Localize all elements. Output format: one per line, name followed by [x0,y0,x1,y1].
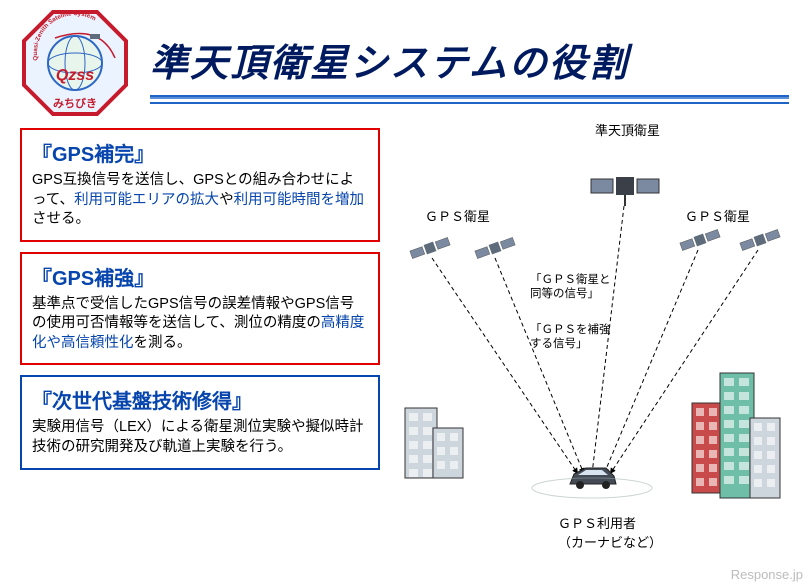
signal-label-2: 「ＧＰＳを補強する信号」 [530,323,611,352]
info-box-body: 実験用信号（LEX）による衛星測位実験や擬似時計技術の研究開発及び軌道上実験を行… [32,418,368,457]
diagram-label: 準天頂衛星 [595,120,660,139]
info-box-body: GPS互換信号を送信し、GPSとの組み合わせによって、利用可能エリアの拡大や利用… [32,171,368,230]
diagram-label: ＧＰＳ衛星 [425,206,490,225]
diagram: 準天頂衛星ＧＰＳ衛星ＧＰＳ衛星「ＧＰＳ衛星と同等の信号」「ＧＰＳを補強する信号」… [380,128,791,480]
title-rule-thin [150,102,789,104]
info-box-title: 『次世代基盤技術修得』 [32,385,368,414]
logo-center-text: Qzss [56,67,94,84]
info-boxes: 『GPS補完』 GPS互換信号を送信し、GPSとの組み合わせによって、利用可能エリ… [20,128,380,480]
diagram-label: ＧＰＳ利用者（カーナビなど） [558,513,662,551]
signal-label-1: 「ＧＰＳ衛星と同等の信号」 [530,273,611,302]
info-box-0: 『GPS補完』 GPS互換信号を送信し、GPSとの組み合わせによって、利用可能エリ… [20,128,380,242]
info-box-title: 『GPS補完』 [32,138,368,167]
info-box-1: 『GPS補強』基準点で受信したGPS信号の誤差情報やGPS信号の使用可否情報等を… [20,252,380,366]
logo-bottom-text: みちびき [53,96,97,110]
qzss-logo: Quasi-Zenith Satellite System Qzss みちびき [20,8,130,118]
info-box-body: 基準点で受信したGPS信号の誤差情報やGPS信号の使用可否情報等を送信して、測位… [32,295,368,354]
page-title: 準天頂衛星システムの役割 [150,32,789,93]
info-box-title: 『GPS補強』 [32,262,368,291]
info-box-2: 『次世代基盤技術修得』実験用信号（LEX）による衛星測位実験や擬似時計技術の研究… [20,375,380,469]
diagram-label: ＧＰＳ衛星 [685,206,750,225]
watermark: Response.jp [731,567,803,582]
title-rule [150,95,789,99]
